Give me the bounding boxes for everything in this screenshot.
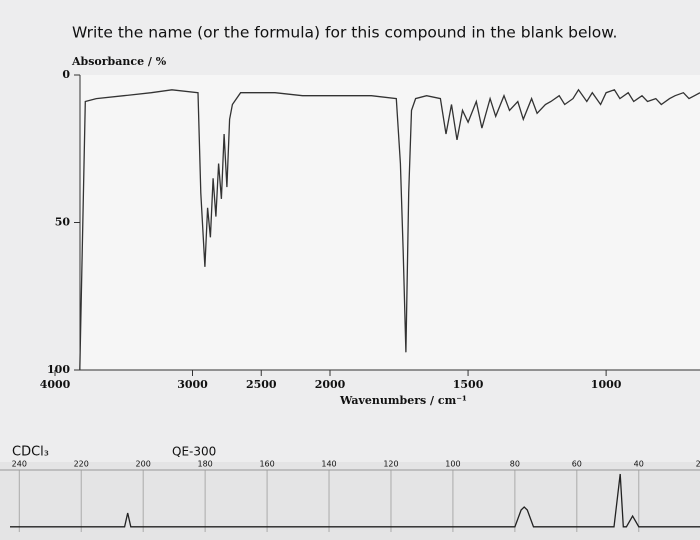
y-tick-label: 0 xyxy=(62,68,70,81)
nmr-tick-label: 140 xyxy=(321,460,336,469)
plot-area xyxy=(80,75,700,370)
nmr-area xyxy=(0,462,700,540)
y-tick-label: 100 xyxy=(47,363,70,376)
nmr-tick-label: 100 xyxy=(445,460,460,469)
nmr-tick-label: 120 xyxy=(383,460,398,469)
x-tick-label: 3000 xyxy=(177,378,208,391)
nmr-spectrum xyxy=(10,473,700,528)
ir-spectrum xyxy=(79,88,700,371)
nmr-tick-label: 180 xyxy=(197,460,212,469)
nmr-tick-label: 160 xyxy=(259,460,274,469)
nmr-tick-label: 40 xyxy=(634,460,644,469)
nmr-tick-label: 220 xyxy=(74,460,89,469)
nmr-tick-label: 240 xyxy=(12,460,27,469)
x-axis-label: Wavenumbers / cm⁻¹ xyxy=(339,394,467,407)
x-tick-label: 2000 xyxy=(315,378,346,391)
y-axis-label: Absorbance / % xyxy=(71,55,167,68)
nmr-tick-label: 200 xyxy=(136,460,151,469)
instrument-label: QE-300 xyxy=(172,445,216,459)
solvent-label: CDCl₃ xyxy=(12,445,49,460)
x-tick-label: 1000 xyxy=(591,378,622,391)
x-tick-label: 4000 xyxy=(40,378,71,391)
question: Write the name (or the formula) for this… xyxy=(72,24,617,42)
x-tick-label: 2500 xyxy=(246,378,277,391)
y-tick-label: 50 xyxy=(55,216,71,229)
nmr-tick-label: 80 xyxy=(510,460,520,469)
nmr-tick-label: 20 xyxy=(696,460,700,469)
x-tick-label: 1500 xyxy=(453,378,484,391)
nmr-tick-label: 60 xyxy=(572,460,582,469)
